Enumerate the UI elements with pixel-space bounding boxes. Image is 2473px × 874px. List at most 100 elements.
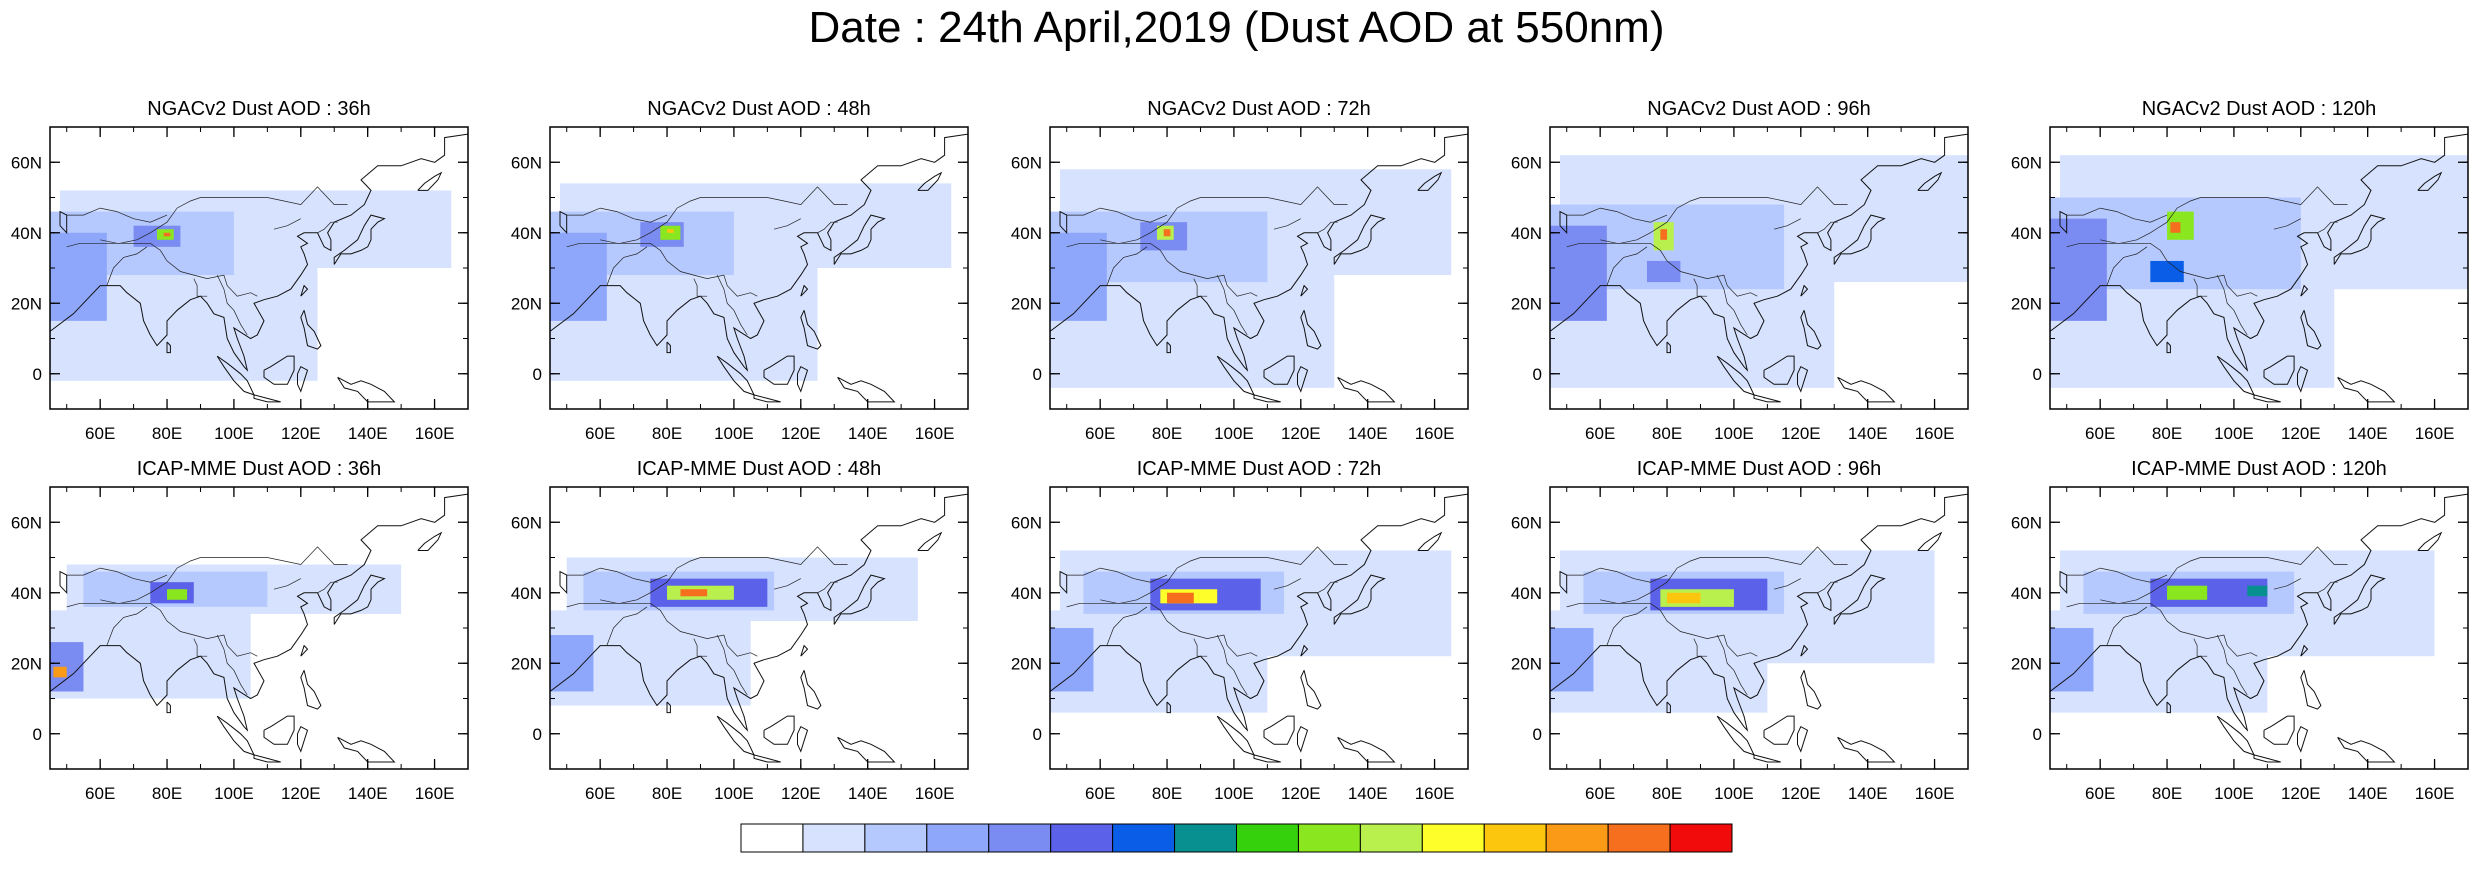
coastline (1753, 394, 1781, 403)
colorbar-label: 0.2 (914, 872, 939, 874)
y-tick-label: 40N (2011, 224, 2042, 243)
colorbar-label: 0.5 (1100, 872, 1125, 874)
y-tick-label: 0 (1033, 725, 1042, 744)
panel-title: NGACv2 Dust AOD : 48h (647, 98, 870, 120)
coastline (1300, 284, 1309, 297)
country-border (716, 634, 748, 696)
coastline (300, 284, 309, 297)
coastline (800, 284, 809, 297)
y-tick-label: 20N (511, 294, 542, 313)
x-tick-label: 60E (1585, 784, 1615, 803)
aod-field-cell (680, 589, 708, 597)
x-tick-label: 120E (1281, 424, 1321, 443)
coastline (1666, 341, 1671, 354)
map-panel: ICAP-MME Dust AOD : 120h 60E 80E 100E 120E 14… (2011, 458, 2469, 803)
x-tick-label: 120E (2281, 784, 2321, 803)
country-border (1606, 606, 1648, 646)
aod-field-cell (1050, 232, 1107, 321)
coastline (166, 701, 171, 714)
x-tick-label: 140E (1348, 424, 1388, 443)
y-tick-label: 40N (511, 224, 542, 243)
country-border (2273, 218, 2301, 230)
country-border (566, 186, 848, 248)
map-panel: NGACv2 Dust AOD : 96h 60E 80E 100E 120E 140E 1… (1511, 98, 1969, 443)
y-tick-label: 20N (1011, 294, 1042, 313)
country-border (1216, 274, 1248, 336)
country-border (66, 186, 348, 248)
colorbar-swatch (988, 823, 1052, 853)
aod-field-cell (53, 666, 67, 678)
y-tick-label: 60N (11, 153, 42, 172)
coastline (1753, 754, 1781, 763)
x-tick-label: 120E (781, 784, 821, 803)
coastline (253, 754, 281, 763)
country-border (1566, 567, 1668, 583)
x-tick-label: 160E (415, 424, 455, 443)
country-border (606, 246, 648, 286)
x-tick-label: 160E (1915, 784, 1955, 803)
coastline (2300, 284, 2309, 297)
x-tick-label: 140E (848, 424, 888, 443)
panel-title: ICAP-MME Dust AOD : 120h (2131, 458, 2387, 480)
coastline (300, 310, 322, 350)
y-tick-label: 40N (11, 224, 42, 243)
x-tick-label: 60E (585, 784, 615, 803)
x-tick-label: 160E (415, 784, 455, 803)
country-border (2216, 634, 2248, 696)
coastline (2297, 366, 2309, 393)
map-panel: NGACv2 Dust AOD : 48h 60E 80E 100E 120E 140E 1… (511, 98, 969, 443)
y-tick-label: 40N (1511, 584, 1542, 603)
coastline (1797, 726, 1809, 753)
coastline (1763, 715, 1795, 745)
x-tick-label: 100E (1714, 784, 1754, 803)
colorbar-swatch (802, 823, 866, 853)
coastline (797, 366, 809, 393)
coastline (333, 574, 386, 625)
y-tick-label: 40N (1011, 584, 1042, 603)
country-border (1693, 278, 1708, 297)
y-tick-label: 0 (2033, 725, 2042, 744)
y-tick-label: 40N (11, 584, 42, 603)
coastline (2337, 376, 2396, 403)
coastline (1253, 394, 1281, 403)
x-tick-label: 120E (1781, 784, 1821, 803)
y-tick-label: 40N (2011, 584, 2042, 603)
colorbar-label: 0.3 (976, 872, 1001, 874)
coastline (763, 715, 795, 745)
y-tick-label: 0 (533, 365, 542, 384)
coastline (2253, 754, 2281, 763)
coastline (2333, 574, 2386, 625)
coastline (2166, 701, 2171, 714)
colorbar: 0.05 0.1 0.2 0.3 0.4 0.5 0.6 0.7 0.8 0.9 1 1.1 1.2 1.… (740, 823, 1733, 874)
colorbar-swatch (1297, 823, 1361, 853)
y-tick-label: 60N (2011, 513, 2042, 532)
coastline (1166, 701, 1171, 714)
colorbar-swatch (1607, 823, 1671, 853)
country-border (1066, 186, 1348, 248)
x-tick-label: 60E (85, 424, 115, 443)
coastline (1833, 214, 1886, 265)
coastline (300, 670, 322, 710)
coastline (50, 133, 468, 372)
colorbar-swatch (1174, 823, 1237, 853)
country-border (817, 221, 838, 234)
y-tick-label: 60N (11, 513, 42, 532)
y-tick-label: 60N (1011, 153, 1042, 172)
aod-field-cell (50, 642, 84, 692)
y-tick-label: 0 (1533, 365, 1542, 384)
country-border (600, 239, 758, 297)
panel-title: NGACv2 Dust AOD : 36h (147, 98, 370, 120)
country-border (600, 599, 758, 657)
country-border (2216, 274, 2248, 336)
coastline (2300, 644, 2309, 657)
coastline (253, 394, 281, 403)
country-border (1600, 599, 1758, 657)
map-panel: NGACv2 Dust AOD : 72h 60E 80E 100E 120E 140E 1… (1011, 98, 1469, 443)
coastline (2263, 355, 2295, 385)
country-border (566, 567, 668, 583)
x-tick-label: 100E (1714, 424, 1754, 443)
y-tick-label: 60N (511, 513, 542, 532)
x-tick-label: 120E (1781, 424, 1821, 443)
country-border (66, 546, 348, 608)
x-tick-label: 120E (781, 424, 821, 443)
